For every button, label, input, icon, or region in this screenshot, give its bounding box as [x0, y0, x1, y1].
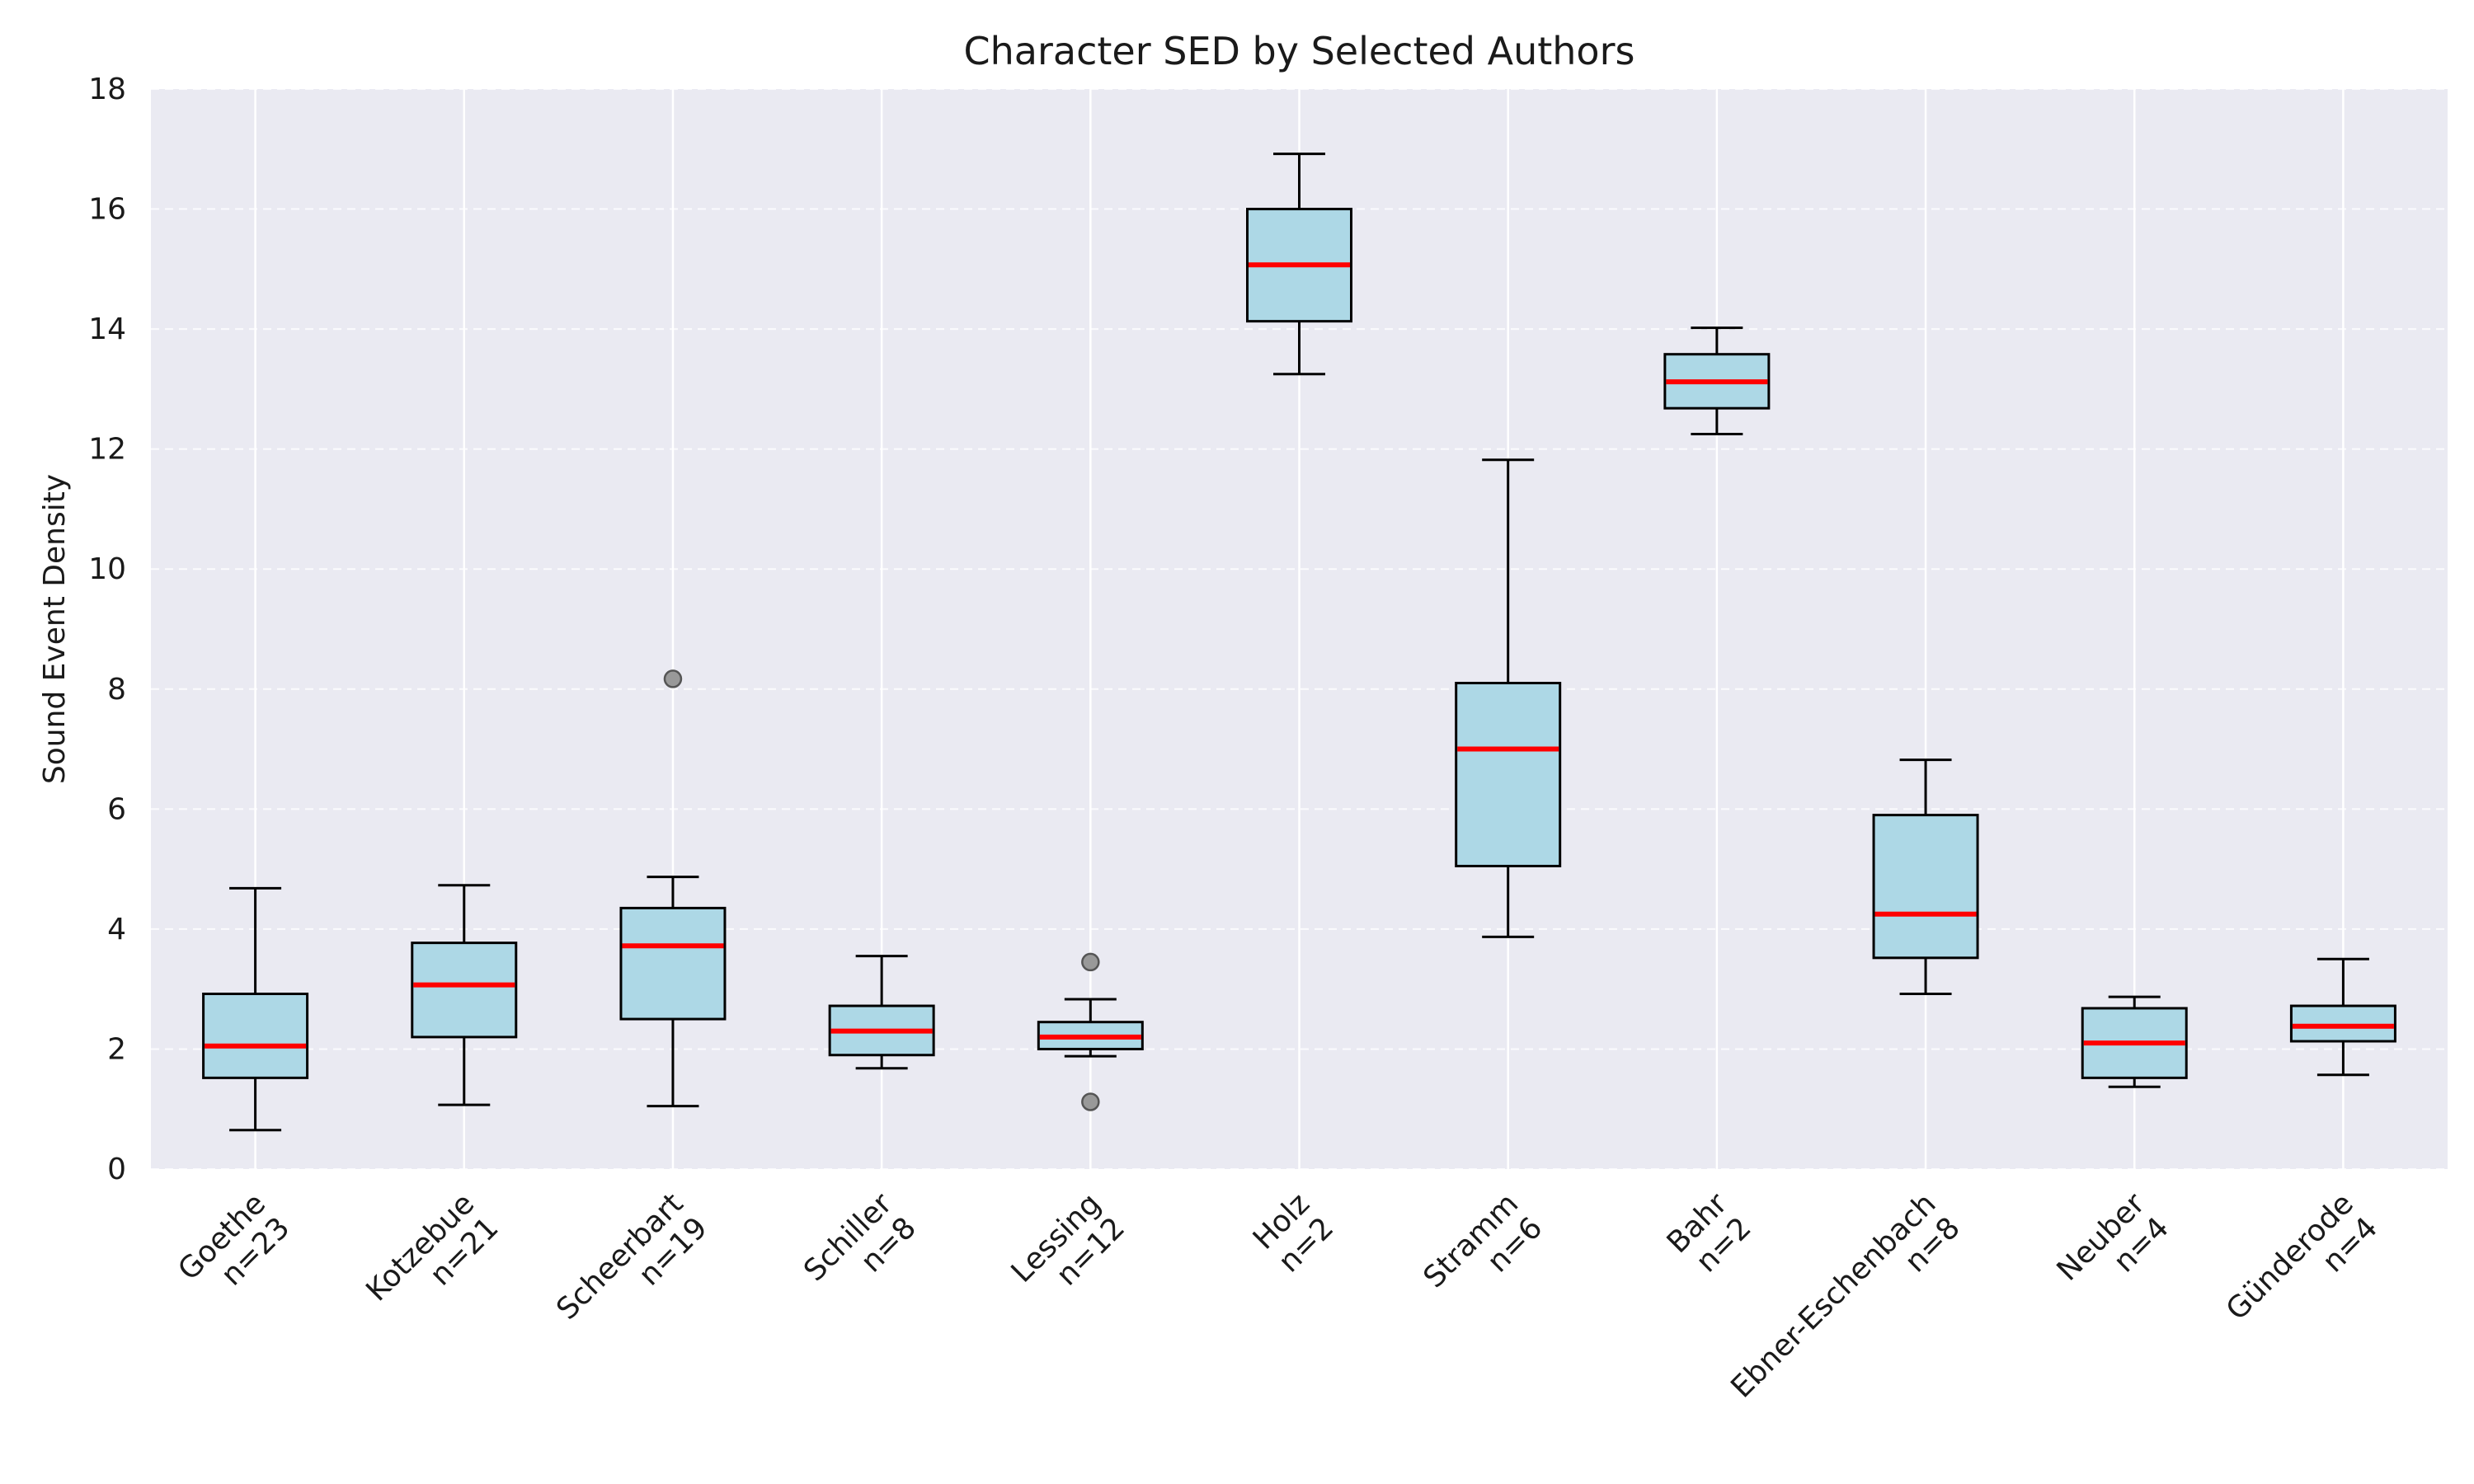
y-tick-label: 8 — [107, 673, 126, 707]
y-tick-label: 0 — [107, 1153, 126, 1186]
y-axis-ticks: 0 2 4 6 8 10 12 14 16 18 — [88, 73, 126, 1186]
y-tick-label: 14 — [88, 312, 126, 346]
box-holz — [1246, 153, 1352, 376]
chart-title: Character SED by Selected Authors — [964, 29, 1635, 73]
iqr-box — [619, 906, 727, 1021]
box-goethe — [202, 886, 309, 1132]
y-tick-label: 16 — [88, 193, 126, 227]
box-bahr — [1663, 326, 1771, 435]
boxes-group — [202, 153, 2396, 1132]
box-kotzebue — [411, 884, 518, 1106]
box-ebner-eschenbach — [1872, 758, 1979, 995]
iqr-box — [1872, 814, 1979, 960]
y-tick-label: 2 — [107, 1032, 126, 1066]
box-scheerbart — [619, 669, 727, 1108]
box-g-nderode — [2289, 957, 2396, 1077]
y-tick-label: 12 — [88, 433, 126, 467]
y-tick-label: 4 — [107, 913, 126, 946]
box-schiller — [828, 955, 935, 1070]
iqr-box — [411, 942, 518, 1039]
iqr-box — [1455, 682, 1562, 867]
outlier-point — [663, 669, 683, 688]
iqr-box — [202, 992, 309, 1079]
y-tick-label: 18 — [88, 73, 126, 106]
iqr-box — [2289, 1004, 2396, 1043]
outlier-point — [1081, 1092, 1100, 1111]
box-neuber — [2081, 995, 2188, 1088]
y-tick-label: 10 — [88, 552, 126, 586]
y-axis-label: Sound Event Density — [38, 474, 72, 784]
box-lessing — [1037, 952, 1144, 1111]
y-tick-label: 6 — [107, 792, 126, 826]
box-stramm — [1455, 458, 1562, 938]
outlier-point — [1081, 952, 1100, 972]
